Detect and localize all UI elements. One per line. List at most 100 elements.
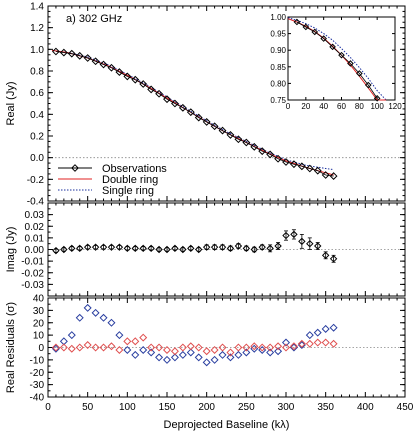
observation-point: [313, 166, 322, 175]
y-tick-label: 1.0: [30, 45, 44, 56]
residual-point-single: [155, 353, 164, 362]
y-tick-label: 30: [33, 306, 45, 317]
inset-x-tick-label: 20: [301, 102, 310, 111]
observation-point: [147, 85, 156, 94]
residual-point-single: [107, 318, 116, 327]
observation-point: [234, 135, 243, 144]
x-tick-label: 100: [119, 402, 136, 413]
observation-point: [131, 75, 140, 84]
residual-point-single: [297, 341, 306, 350]
observation-point: [305, 164, 314, 173]
residual-point-single: [242, 348, 251, 357]
y-tick-label: 0.8: [30, 67, 44, 78]
observation-point: [67, 49, 76, 58]
imag-point: [321, 251, 330, 260]
observation-point: [202, 118, 211, 126]
observation-point: [186, 108, 195, 117]
x-tick-label: 350: [317, 402, 334, 413]
residual-point-double: [329, 339, 338, 348]
residual-point-double: [321, 338, 330, 347]
inset-series-observations-line: [296, 21, 378, 99]
y-tick-label: 0.00: [25, 245, 45, 256]
observation-point: [99, 60, 108, 69]
residual-point-single: [178, 350, 187, 359]
imag-point: [83, 243, 92, 251]
residual-point-double: [131, 337, 140, 346]
x-tick-label: 400: [357, 402, 374, 413]
imag-point: [314, 242, 322, 250]
residual-point-double: [226, 348, 235, 357]
residual-point-single: [305, 331, 314, 340]
residual-point-single: [281, 338, 291, 347]
residual-point-double: [162, 345, 172, 354]
observation-point: [266, 150, 275, 159]
observation-point: [171, 99, 179, 108]
residual-point-double: [218, 343, 227, 352]
residual-point-double: [234, 343, 243, 352]
imag-point: [195, 245, 203, 254]
residual-point-single: [226, 353, 235, 362]
imag-point: [306, 239, 314, 248]
observation-point: [155, 89, 163, 98]
y-tick-label: 0: [38, 343, 44, 354]
residual-point-double: [258, 343, 267, 352]
imag-point: [107, 243, 116, 251]
inset-x-tick-label: 0: [286, 102, 291, 111]
imag-point: [76, 244, 84, 253]
residual-point-double: [170, 347, 179, 356]
residual-point-single: [83, 303, 92, 312]
y-tick-label: -0.01: [21, 257, 44, 268]
imag-point: [171, 244, 179, 253]
imag-point: [218, 243, 227, 251]
x-tick-label: 50: [82, 402, 94, 413]
y-tick-label: 0.4: [30, 110, 44, 121]
y-tick-label: 0.03: [25, 210, 45, 221]
y-tick-label: -40: [30, 393, 45, 404]
y-tick-label: 10: [33, 331, 45, 342]
residual-point-double: [75, 343, 84, 352]
observation-point: [282, 158, 290, 166]
residual-point-double: [242, 343, 251, 352]
x-tick-label: 0: [45, 402, 51, 413]
inset-y-tick-label: 0.85: [270, 63, 286, 72]
imag-point: [187, 244, 195, 253]
observation-point: [242, 138, 251, 147]
panel-top: 1.4 1.2 1.0 0.8 0.6 0.4 0.2 0.0 -0.2 -0.4 Real (Jy…: [5, 2, 406, 208]
inset-observation-point: [347, 60, 354, 67]
observation-point: [218, 126, 227, 135]
residual-point-single: [115, 331, 124, 340]
observation-point: [75, 51, 84, 60]
residual-point-double: [266, 343, 275, 352]
residual-point-single: [75, 313, 84, 322]
residual-point-double: [178, 343, 187, 352]
observation-point: [329, 172, 338, 180]
observation-point: [258, 147, 267, 156]
x-tick-label: 300: [278, 402, 295, 413]
imag-point: [226, 244, 235, 253]
series-observations-line: [55, 51, 334, 177]
residual-point-single: [99, 313, 108, 322]
inset-observation-point: [373, 95, 381, 102]
imag-point: [202, 243, 211, 251]
inset-observation-point: [364, 81, 372, 89]
y-tick-label: 0.01: [25, 233, 45, 244]
residual-point-double: [155, 343, 164, 352]
y-tick-label: 0.6: [30, 88, 44, 99]
residual-point-double: [51, 343, 60, 352]
legend-label: Single ring: [102, 185, 154, 197]
residual-point-single: [67, 331, 76, 340]
observation-point: [52, 47, 60, 56]
observation-point: [115, 68, 124, 76]
y-tick-label: 0.2: [30, 132, 44, 143]
inset-y-tick-label: 0.80: [270, 79, 286, 88]
residual-point-double: [202, 347, 211, 356]
residual-point-single: [266, 348, 275, 357]
y-axis-label: Real Residuals (σ): [5, 302, 17, 393]
imag-point: [234, 242, 243, 250]
inset-x-tick-label: 100: [370, 102, 384, 111]
y-tick-label: -20: [30, 368, 45, 379]
imag-point: [131, 244, 139, 253]
y-tick-label: 40: [33, 294, 45, 305]
observation-point: [290, 160, 298, 169]
